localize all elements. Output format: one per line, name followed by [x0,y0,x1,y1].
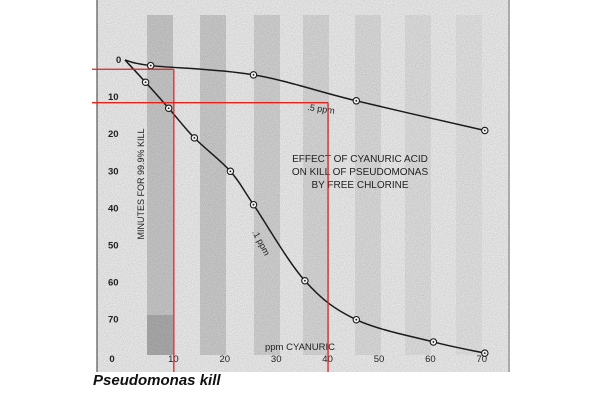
figure-caption: Pseudomonas kill [93,372,221,389]
y-tick-20: 20 [108,129,119,140]
data-point-dot-1-ppm-3 [193,137,196,139]
data-point-dot-1-ppm-5 [252,203,255,206]
series-line-1-ppm [124,59,485,354]
paper-grain [97,0,510,372]
series-line-5-ppm [124,59,485,132]
data-point-dot-1-ppm-9 [483,352,486,354]
series-layer [124,59,489,357]
data-point-dot-1-ppm-6 [304,279,306,282]
y-tick-0: 0 [116,55,121,66]
y-tick-labels: 0 10 20 30 40 50 60 70 [108,55,121,326]
data-point-dot-5-ppm-2 [252,73,255,76]
x-tick-30: 30 [271,354,282,365]
x-tick-0: 0 [109,354,114,365]
data-point-dot-1-ppm-8 [432,341,435,343]
data-point-dot-1-ppm-4 [229,170,232,173]
data-point-dot-5-ppm-4 [483,129,486,132]
x-tick-20: 20 [220,354,231,365]
data-point-dot-1-ppm-1 [144,81,147,84]
x-tick-70: 70 [477,354,488,365]
y-tick-10: 10 [108,92,119,103]
y-axis-label: MINUTES FOR 99.9% KILL [136,128,146,239]
x-axis-label: ppm CYANURIC [265,342,335,353]
chart-title-line-1: EFFECT OF CYANURIC ACID [292,154,428,165]
chart-title-line-3: BY FREE CHLORINE [311,180,408,191]
y-tick-60: 60 [108,278,119,289]
y-tick-70: 70 [108,315,119,326]
chart-title-line-2: ON KILL OF PSEUDOMONAS [292,167,429,178]
data-point-dot-1-ppm-7 [355,318,358,321]
chart-title: EFFECT OF CYANURIC ACID ON KILL OF PSEUD… [292,154,429,191]
x-tick-50: 50 [374,354,385,365]
y-tick-40: 40 [108,203,119,214]
data-point-dot-1-ppm-2 [167,107,170,110]
y-tick-50: 50 [108,241,119,252]
red-guide-lines [92,68,329,372]
x-tick-60: 60 [425,354,436,365]
y-tick-30: 30 [108,166,119,177]
data-point-dot-5-ppm-3 [355,99,358,102]
data-point-dot-5-ppm-1 [149,64,152,67]
